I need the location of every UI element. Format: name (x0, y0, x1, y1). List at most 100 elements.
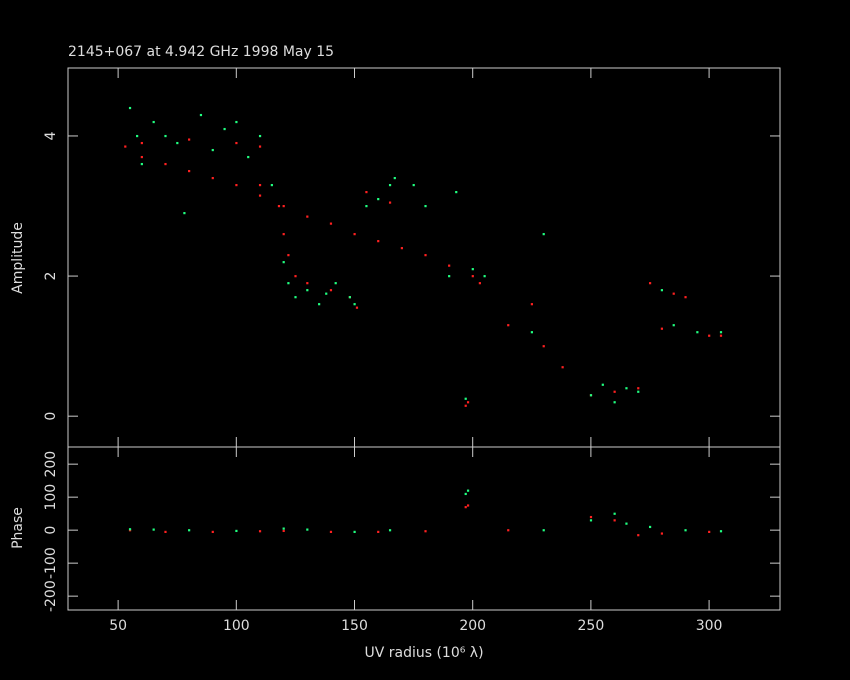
point (719, 334, 723, 337)
point (637, 390, 640, 393)
point (124, 145, 127, 148)
point (542, 529, 545, 532)
point (318, 303, 321, 306)
y-tick-label: -200 (43, 580, 59, 612)
point (176, 141, 179, 145)
point (377, 530, 380, 533)
point (277, 205, 281, 208)
point (613, 519, 616, 522)
x-tick-label: 100 (223, 618, 250, 634)
y-tick-label: 0 (43, 526, 59, 535)
point (365, 205, 368, 208)
point (672, 324, 675, 327)
point (530, 303, 533, 306)
point (282, 205, 285, 208)
point (613, 512, 616, 515)
y-tick-label: 100 (43, 484, 59, 511)
point (388, 201, 392, 204)
point (353, 303, 356, 306)
point (188, 529, 191, 532)
phase-frame (67, 446, 781, 611)
point (507, 324, 510, 327)
point (325, 292, 328, 295)
x-tick-label: 150 (341, 618, 368, 634)
point (424, 530, 427, 533)
point (483, 275, 486, 278)
point (235, 529, 238, 533)
point (455, 190, 458, 194)
point (353, 233, 356, 236)
point (282, 261, 285, 264)
point (306, 215, 309, 218)
y-tick-label: 4 (43, 131, 59, 140)
point (464, 506, 467, 509)
y-tick-label: -100 (43, 547, 59, 579)
point (464, 397, 467, 400)
x-tick-label: 200 (459, 618, 486, 634)
point (329, 289, 333, 292)
point (464, 492, 467, 496)
point (672, 292, 675, 295)
point (258, 530, 262, 533)
y-axis-label: Amplitude (10, 222, 26, 294)
point (287, 254, 290, 257)
point (507, 529, 510, 532)
point (282, 527, 285, 530)
point (542, 345, 545, 348)
point (530, 331, 533, 334)
point (136, 134, 139, 138)
point (199, 113, 203, 117)
point (377, 240, 380, 243)
point (466, 504, 470, 507)
point (235, 183, 238, 187)
point (282, 233, 285, 236)
point (152, 528, 155, 531)
point (128, 528, 132, 531)
point (719, 331, 723, 334)
point (164, 162, 167, 166)
x-tick-label: 300 (696, 618, 723, 634)
y-tick-label: 200 (43, 451, 59, 478)
point (211, 530, 214, 533)
point (211, 176, 214, 180)
point (388, 529, 392, 532)
point (696, 331, 699, 334)
point (637, 534, 640, 537)
point (355, 306, 359, 309)
point (287, 282, 290, 285)
point (306, 289, 309, 292)
point (258, 194, 262, 197)
amplitude-frame (67, 67, 781, 448)
point (466, 401, 470, 404)
point (377, 198, 380, 201)
point (400, 247, 403, 250)
x-axis-label: UV radius (10⁶ λ) (364, 645, 483, 661)
point (188, 138, 191, 141)
y-tick-label: 2 (43, 272, 59, 281)
point (589, 394, 593, 397)
point (388, 183, 392, 187)
point (561, 366, 564, 369)
point (329, 222, 333, 225)
point (393, 176, 396, 180)
point (448, 264, 451, 267)
point (542, 233, 545, 236)
point (448, 275, 451, 278)
x-tick-label: 250 (578, 618, 605, 634)
point (478, 282, 481, 285)
point (235, 141, 238, 145)
point (306, 528, 309, 531)
point (211, 148, 214, 152)
point (613, 401, 616, 404)
point (708, 334, 711, 337)
point (329, 530, 333, 533)
point (601, 383, 604, 386)
point (466, 489, 470, 492)
point (348, 296, 351, 299)
point (164, 134, 167, 138)
point (140, 162, 143, 166)
y-axis-label: Phase (10, 507, 26, 549)
point (183, 212, 186, 215)
point (625, 387, 628, 390)
